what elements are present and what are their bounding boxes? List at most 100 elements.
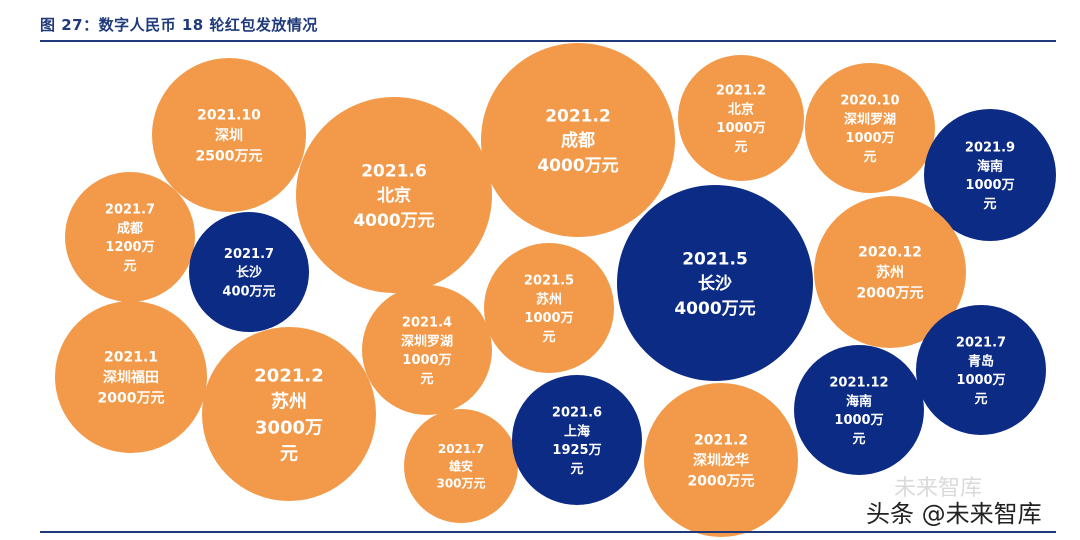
bubble-label-amount-b: 元 [983, 197, 996, 212]
bubble-label-date: 2021.10 [197, 108, 261, 124]
bubble-label-amount-a: 1000万 [716, 121, 765, 136]
bubble-label-date: 2021.9 [965, 140, 1015, 155]
bubble-label-amount: 400万元 [222, 285, 275, 300]
bubble-label-amount-b: 元 [974, 392, 987, 407]
bubble-circle [296, 97, 492, 293]
title-rule [40, 40, 1056, 42]
bubble-label-city: 海南 [846, 393, 872, 409]
bubble-label-date: 2021.4 [402, 315, 452, 330]
bubble-label-amount-a: 1000万 [402, 353, 451, 368]
bubble-label-amount-b: 元 [852, 432, 865, 447]
bubble-circle [644, 383, 798, 537]
bubble-label-amount: 4000万元 [353, 211, 434, 231]
bubble-label-city: 成都 [561, 130, 595, 151]
bubble-label-amount-a: 1000万 [965, 178, 1014, 193]
bubble-label-city: 深圳罗湖 [401, 333, 453, 349]
bubble-label-date: 2021.2 [694, 433, 748, 449]
bubble-circle [65, 172, 195, 302]
bubble-label-amount: 2000万元 [688, 473, 755, 489]
bubble-label-city: 苏州 [876, 264, 904, 281]
bubble-label-amount-b: 元 [570, 462, 583, 477]
bubble-label-city: 深圳龙华 [693, 452, 749, 469]
bubble-label-amount-b: 元 [863, 150, 876, 165]
bubble: 2021.5 长沙 4000万元 [617, 185, 813, 381]
bubble-label-amount-a: 1000万 [834, 413, 883, 428]
bubble-label-date: 2021.2 [716, 83, 766, 98]
bubble: 2021.7 长沙 400万元 [189, 212, 309, 332]
chart-title: 图 27：数字人民币 18 轮红包发放情况 [40, 16, 318, 34]
bubble-circle [152, 58, 306, 212]
bubble-circle [617, 185, 813, 381]
bubble-circle [202, 327, 376, 501]
bubble-label-amount: 4000万元 [537, 156, 618, 176]
bubble-label-date: 2021.6 [361, 161, 427, 181]
bubble-label-amount-b: 元 [123, 259, 136, 274]
bubble-label-city: 青岛 [968, 353, 994, 369]
bubble-label-date: 2020.12 [858, 245, 922, 261]
bubble-circle [404, 409, 518, 523]
bubble-label-amount: 2000万元 [98, 390, 165, 406]
bubble-label-city: 雄安 [448, 458, 473, 473]
bubble-label-city: 北京 [728, 101, 754, 117]
bubble-label-amount: 300万元 [436, 477, 485, 491]
bubble-label-city: 长沙 [236, 265, 262, 281]
bubble-label-amount-a: 1000万 [524, 311, 573, 326]
bubble: 2021.2 成都 4000万元 [481, 43, 675, 237]
bubble-circle [362, 285, 492, 415]
bubble: 2021.6 北京 4000万元 [296, 97, 492, 293]
bubble-label-date: 2021.12 [829, 375, 888, 390]
bubble-circle [484, 243, 614, 373]
bubble-label-city: 长沙 [698, 273, 732, 294]
bubble-circle [814, 196, 966, 348]
bubble-label-amount-a: 3000万 [255, 418, 323, 439]
bubble: 2021.1 深圳福田 2000万元 [55, 301, 207, 453]
bubble: 2021.2 深圳龙华 2000万元 [644, 383, 798, 537]
bubble-label-amount-b: 元 [542, 330, 555, 345]
bubble-label-amount: 2000万元 [857, 285, 924, 301]
watermark-ghost-text: 未来智库 [894, 476, 983, 501]
bubble-label-date: 2021.2 [254, 365, 323, 386]
footer-rule [40, 531, 1056, 533]
bubble-label-date: 2021.1 [104, 350, 158, 366]
bubble-label-city: 深圳 [215, 127, 243, 144]
bubble-label-amount-b: 元 [734, 140, 747, 155]
bubble-label-amount: 4000万元 [674, 299, 755, 319]
bubble-label-date: 2021.5 [682, 249, 748, 269]
bubble-label-date: 2021.6 [552, 405, 602, 420]
bubble-label-city: 海南 [977, 158, 1003, 174]
bubble-label-amount-a: 1925万 [552, 443, 601, 458]
bubble-circle [189, 212, 309, 332]
bubble-circle [512, 375, 642, 505]
bubble-label-amount-a: 1000万 [845, 131, 894, 146]
bubble-label-date: 2021.7 [438, 442, 484, 456]
bubble-label-amount-a: 1000万 [956, 373, 1005, 388]
bubble-label-date: 2021.7 [956, 335, 1006, 350]
bubble-label-date: 2020.10 [840, 93, 899, 108]
bubble-label-date: 2021.5 [524, 273, 574, 288]
bubble-circle [916, 305, 1046, 435]
bubble-circle [924, 109, 1056, 241]
bubble-label-amount-a: 1200万 [105, 240, 154, 255]
bubble-label-date: 2021.7 [105, 202, 155, 217]
watermark-text: 头条 @未来智库 [866, 500, 1042, 528]
bubble-label-city: 上海 [564, 423, 590, 439]
bubble: 2021.10 深圳 2500万元 [152, 58, 306, 212]
bubble-label-amount-b: 元 [280, 444, 298, 465]
bubble-circle [805, 63, 935, 193]
bubble-label-amount-b: 元 [420, 372, 433, 387]
bubble-circle [481, 43, 675, 237]
bubble: 2020.12 苏州 2000万元 [814, 196, 966, 348]
bubble-circle [55, 301, 207, 453]
bubble-label-date: 2021.7 [224, 247, 274, 262]
